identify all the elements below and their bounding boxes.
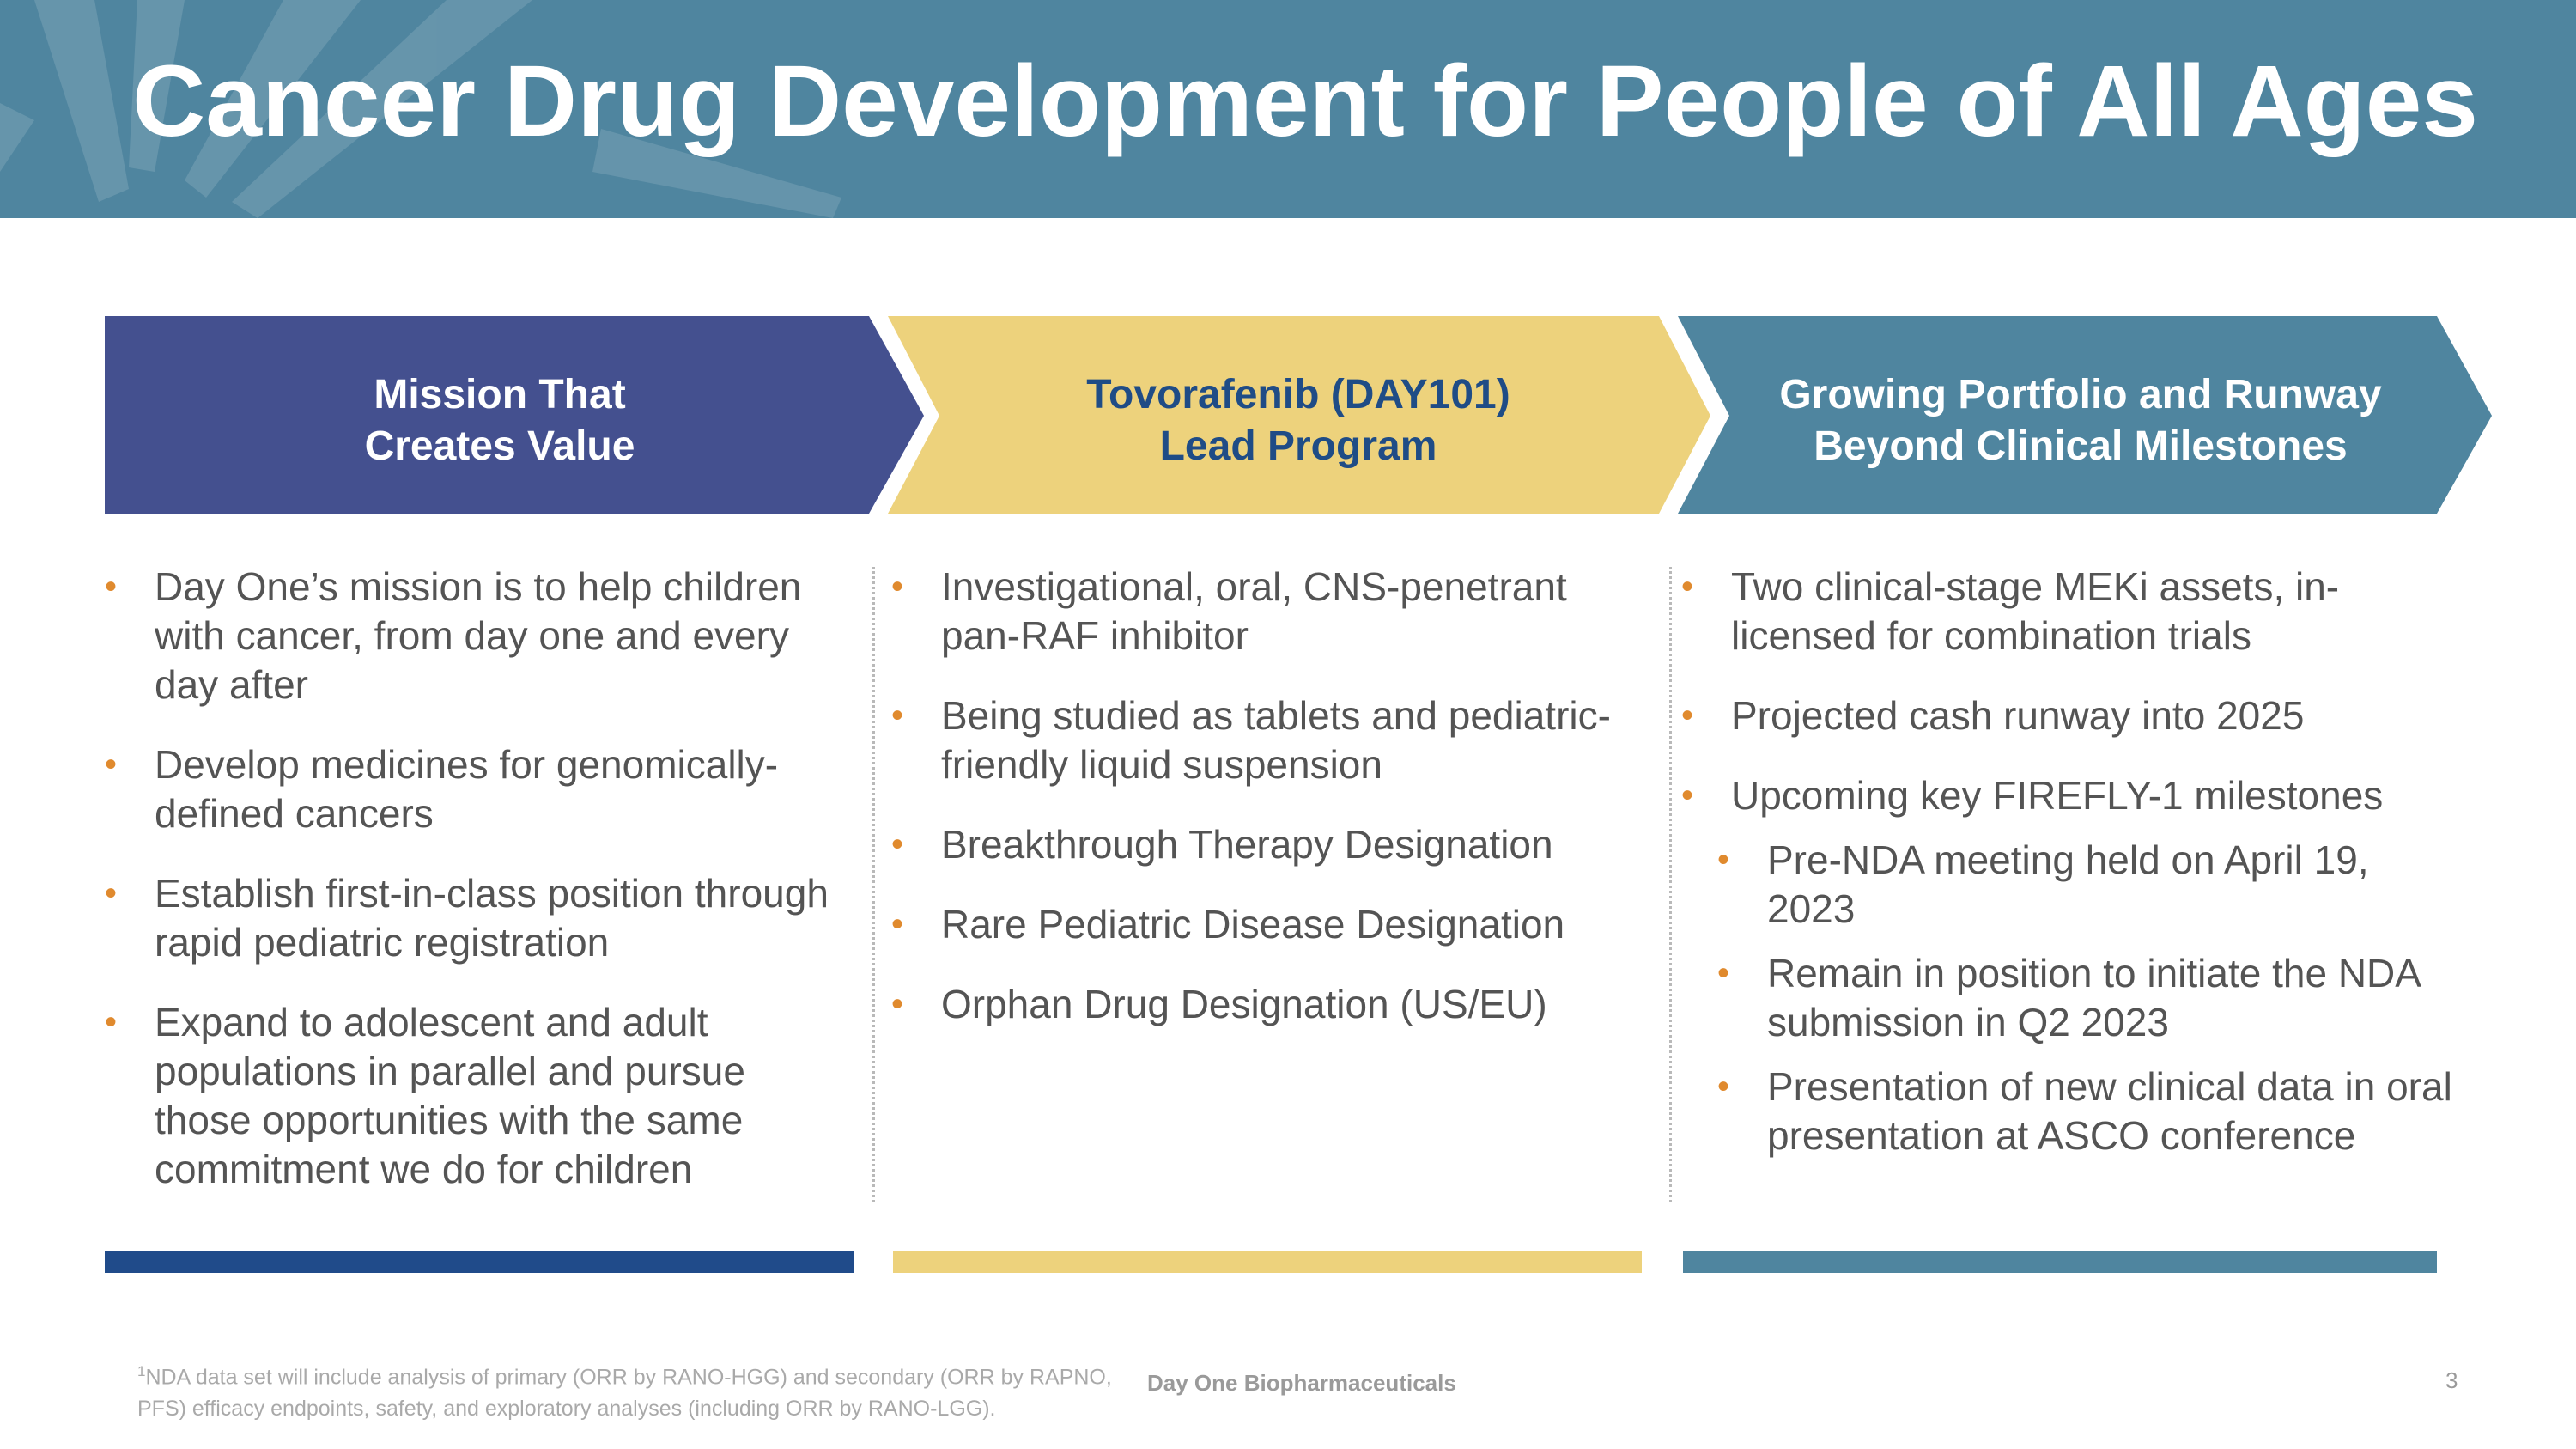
list-item: • Expand to adolescent and adult populati… xyxy=(105,1000,745,1191)
list-item: • Breakthrough Therapy Designation xyxy=(891,820,1647,869)
list-item: • Establish first-in-class position throu… xyxy=(105,871,829,965)
footnote-text: NDA data set will include analysis of pr… xyxy=(137,1365,1112,1422)
bullet-icon: • xyxy=(1717,1068,1730,1105)
list-item: • Orphan Drug Designation (US/EU) xyxy=(891,980,1647,1029)
page-title: Cancer Drug Development for People of Al… xyxy=(132,45,2478,158)
bullet-icon: • xyxy=(1681,697,1694,734)
list-item: • Two clinical-stage MEKi assets, in-lice… xyxy=(1681,564,2340,658)
list-item: • Projected cash runway into 2025 xyxy=(1681,691,2454,740)
list-item: • Being studied as tablets and pediatric-… xyxy=(891,693,1611,787)
column-divider-2 xyxy=(1669,567,1672,1202)
bullet-icon: • xyxy=(891,905,904,943)
footnote-marker: 1 xyxy=(137,1363,146,1379)
company-name: Day One Biopharmaceuticals xyxy=(1147,1370,1456,1396)
mission-bullet-list: • Day One’s mission is to help children w… xyxy=(105,563,843,1194)
page-number: 3 xyxy=(2445,1367,2458,1393)
header-banner: Cancer Drug Development for People of Al… xyxy=(0,0,2576,218)
sub-list-item: • Presentation of new clinical data in or… xyxy=(1717,1064,2452,1158)
column-2-accent-bar xyxy=(893,1251,1642,1273)
sun-rays-decoration xyxy=(0,0,841,218)
bullet-icon: • xyxy=(891,568,904,606)
bullet-icon: • xyxy=(891,985,904,1023)
column-1-accent-bar xyxy=(105,1251,854,1273)
column-portfolio: • Two clinical-stage MEKi assets, in-lice… xyxy=(1681,563,2454,1176)
column-3-heading-line2: Beyond Clinical Milestones xyxy=(1814,423,2348,469)
list-item: • Upcoming key FIREFLY-1 milestones xyxy=(1681,771,2454,820)
bullet-icon: • xyxy=(1681,776,1694,814)
column-3-heading: Growing Portfolio and Runway Beyond Clin… xyxy=(1741,361,2420,481)
bullet-icon: • xyxy=(1681,568,1694,606)
bullet-icon: • xyxy=(105,568,118,606)
list-item: • Develop medicines for genomically-defin… xyxy=(105,742,779,836)
chevron-tovorafenib xyxy=(888,316,1710,514)
sub-list-item: • Pre-NDA meeting held on April 19, 2023 xyxy=(1717,837,2369,931)
sub-list-item: • Remain in position to initiate the NDA … xyxy=(1717,951,2420,1044)
column-2-heading-line2: Lead Program xyxy=(1159,423,1437,469)
bullet-icon: • xyxy=(891,825,904,863)
column-mission: • Day One’s mission is to help children w… xyxy=(105,563,843,1225)
portfolio-bullet-list: • Two clinical-stage MEKi assets, in-lice… xyxy=(1681,563,2454,1160)
tovorafenib-bullet-list: • Investigational, oral, CNS-penetrant pa… xyxy=(891,563,1647,1029)
column-3-heading-line1: Growing Portfolio and Runway xyxy=(1779,372,2382,417)
bullet-icon: • xyxy=(105,1003,118,1041)
chevron-mission xyxy=(105,316,924,514)
process-chevrons xyxy=(105,316,2492,514)
list-item: • Investigational, oral, CNS-penetrant pa… xyxy=(891,564,1567,658)
column-3-accent-bar xyxy=(1683,1251,2437,1273)
bullet-icon: • xyxy=(105,746,118,783)
list-item: • Day One’s mission is to help children w… xyxy=(105,564,802,707)
list-item: • Rare Pediatric Disease Designation xyxy=(891,900,1647,949)
column-1-heading-line2: Creates Value xyxy=(364,423,635,469)
column-2-heading: Tovorafenib (DAY101) Lead Program xyxy=(955,361,1642,481)
bullet-icon: • xyxy=(1717,954,1730,992)
bullet-icon: • xyxy=(1717,841,1730,879)
column-1-heading: Mission That Creates Value xyxy=(156,361,843,481)
column-1-heading-line1: Mission That xyxy=(374,372,626,417)
column-divider-1 xyxy=(872,567,875,1202)
bullet-icon: • xyxy=(105,874,118,912)
footnote: 1NDA data set will include analysis of p… xyxy=(137,1355,1133,1425)
column-2-heading-line1: Tovorafenib (DAY101) xyxy=(1086,372,1510,417)
column-tovorafenib: • Investigational, oral, CNS-penetrant pa… xyxy=(891,563,1647,1060)
chevron-portfolio xyxy=(1678,316,2492,514)
bullet-icon: • xyxy=(891,697,904,734)
